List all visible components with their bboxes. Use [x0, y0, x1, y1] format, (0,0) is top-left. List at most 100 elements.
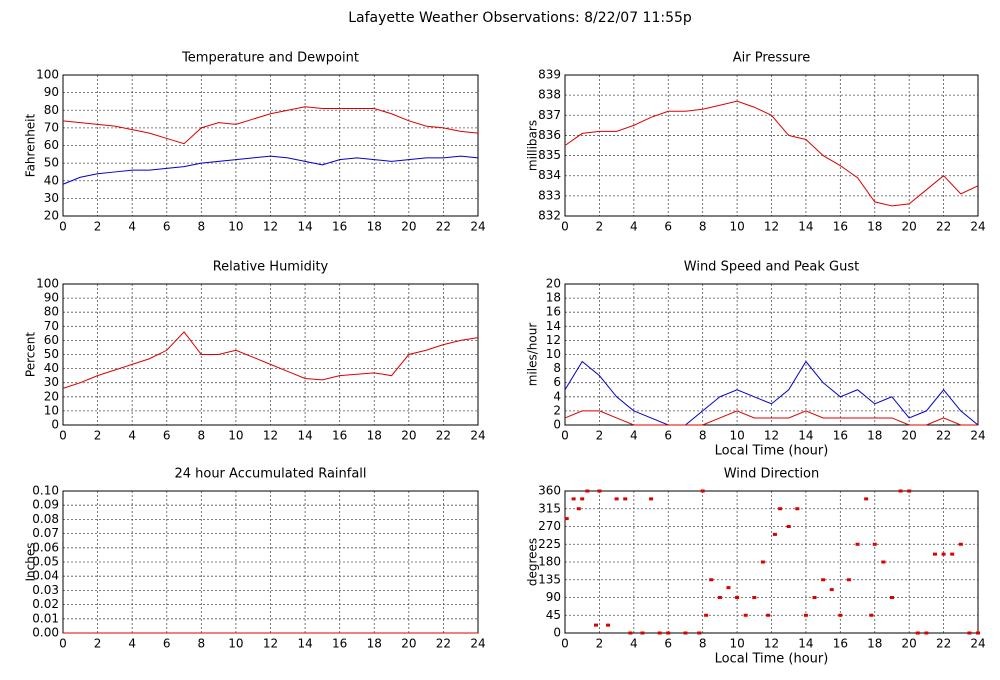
plot-border — [62, 74, 479, 217]
y-tick-label: 40 — [44, 361, 59, 375]
data-point — [872, 542, 877, 546]
x-tick-label: 2 — [94, 429, 102, 443]
data-point — [766, 613, 771, 617]
x-tick-label: 8 — [198, 220, 206, 234]
x-tick-label: 20 — [902, 429, 917, 443]
x-tick-label: 4 — [630, 637, 638, 651]
data-point — [812, 596, 817, 599]
data-point — [717, 596, 722, 599]
x-tick-label: 22 — [936, 637, 951, 651]
data-point — [580, 497, 585, 501]
data-point — [778, 507, 783, 511]
x-tick-label: 0 — [561, 429, 569, 443]
chart-title: Wind Direction — [724, 467, 820, 482]
chart-title: 24 hour Accumulated Rainfall — [174, 467, 366, 482]
data-point — [760, 560, 765, 564]
y-tick-label: 80 — [44, 103, 59, 117]
data-point — [640, 631, 645, 635]
data-point — [958, 542, 963, 546]
data-point — [657, 631, 662, 635]
y-tick-label: 833 — [538, 188, 561, 202]
y-axis-label: millibars — [526, 120, 540, 171]
y-tick-label: 832 — [538, 209, 561, 223]
data-line — [564, 410, 978, 426]
y-tick-label: 50 — [44, 347, 59, 361]
y-tick-label: 0.02 — [32, 597, 59, 611]
data-point — [795, 507, 800, 511]
y-tick-label: 0.10 — [32, 484, 59, 498]
x-tick-label: 14 — [297, 637, 312, 651]
data-point — [869, 613, 874, 617]
y-tick-label: 10 — [546, 347, 561, 361]
data-point — [666, 631, 671, 635]
data-point — [593, 623, 598, 627]
x-tick-label: 10 — [228, 220, 243, 234]
y-tick-label: 0 — [553, 626, 561, 640]
y-tick-label: 360 — [538, 484, 561, 498]
y-tick-label: 836 — [538, 128, 561, 142]
data-line — [62, 331, 479, 389]
x-tick-label: 20 — [401, 220, 416, 234]
x-tick-label: 22 — [436, 429, 451, 443]
x-tick-label: 18 — [367, 637, 382, 651]
x-tick-label: 0 — [59, 429, 67, 443]
x-tick-label: 16 — [332, 637, 347, 651]
x-axis-label: Local Time (hour) — [715, 652, 829, 667]
x-tick-label: 24 — [470, 637, 485, 651]
y-tick-label: 834 — [538, 168, 561, 182]
data-point — [628, 631, 633, 635]
chart-title: Relative Humidity — [213, 260, 329, 275]
y-tick-label: 16 — [546, 305, 561, 319]
x-tick-label: 2 — [94, 637, 102, 651]
data-point — [838, 613, 843, 617]
x-tick-label: 12 — [764, 429, 779, 443]
data-line — [62, 106, 479, 145]
data-point — [898, 489, 903, 493]
x-tick-label: 18 — [367, 220, 382, 234]
data-point — [976, 631, 980, 635]
x-tick-label: 16 — [332, 220, 347, 234]
x-tick-label: 20 — [401, 637, 416, 651]
x-tick-label: 0 — [561, 637, 569, 651]
y-tick-label: 100 — [36, 277, 59, 291]
x-tick-label: 2 — [94, 220, 102, 234]
x-tick-label: 6 — [664, 637, 672, 651]
x-tick-label: 6 — [664, 429, 672, 443]
y-tick-label: 90 — [44, 291, 59, 305]
y-axis-label: miles/hour — [526, 323, 540, 387]
plot-border — [62, 283, 479, 426]
x-tick-label: 0 — [561, 220, 569, 234]
data-point — [924, 631, 929, 635]
y-tick-label: 270 — [538, 519, 561, 533]
x-tick-label: 22 — [436, 220, 451, 234]
x-tick-label: 24 — [470, 220, 485, 234]
x-tick-label: 6 — [664, 220, 672, 234]
x-tick-label: 8 — [699, 429, 707, 443]
x-tick-label: 14 — [297, 429, 312, 443]
x-tick-label: 10 — [729, 220, 744, 234]
y-tick-label: 838 — [538, 88, 561, 102]
data-line — [564, 360, 979, 426]
y-tick-label: 20 — [44, 209, 59, 223]
x-tick-label: 2 — [596, 220, 604, 234]
y-tick-label: 80 — [44, 305, 59, 319]
y-axis-label: Inches — [24, 543, 38, 582]
y-tick-label: 0.05 — [32, 555, 59, 569]
data-point — [915, 631, 920, 635]
x-tick-label: 12 — [764, 220, 779, 234]
data-point — [683, 631, 688, 635]
data-point — [614, 497, 619, 501]
y-axis-label: Percent — [24, 332, 38, 377]
y-tick-label: 10 — [44, 403, 59, 417]
plot-border — [564, 283, 979, 426]
y-tick-label: 30 — [44, 191, 59, 205]
x-tick-label: 8 — [198, 429, 206, 443]
data-point — [571, 497, 576, 501]
x-tick-label: 8 — [699, 637, 707, 651]
y-tick-label: 45 — [546, 608, 561, 622]
x-tick-label: 16 — [833, 429, 848, 443]
x-tick-label: 12 — [263, 220, 278, 234]
y-tick-label: 0.03 — [32, 583, 59, 597]
x-tick-label: 4 — [630, 429, 638, 443]
y-tick-label: 90 — [44, 85, 59, 99]
